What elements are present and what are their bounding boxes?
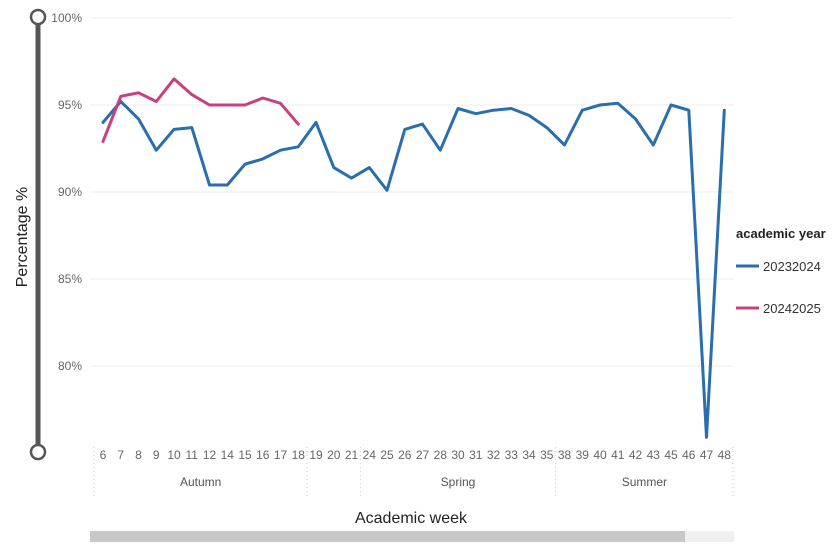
legend-title: academic year	[736, 226, 826, 241]
x-tick-label: 19	[309, 448, 323, 462]
y-zoom-handle-bottom[interactable]	[29, 443, 47, 461]
x-tick-label: 41	[611, 448, 625, 462]
section-label: Autumn	[180, 475, 221, 489]
x-tick-label: 48	[718, 448, 732, 462]
x-tick-label: 42	[629, 448, 643, 462]
x-tick-label: 33	[505, 448, 519, 462]
x-tick-label: 12	[203, 448, 217, 462]
x-tick-label: 21	[345, 448, 359, 462]
x-tick-label: 25	[380, 448, 394, 462]
series-lines	[101, 77, 726, 439]
y-tick-label: 85%	[58, 272, 82, 286]
x-scrollbar-thumb[interactable]	[90, 531, 685, 542]
x-tick-label: 32	[487, 448, 501, 462]
legend: academic year 20232024 20242025	[736, 226, 826, 316]
x-tick-label: 46	[682, 448, 696, 462]
y-tick-label: 90%	[58, 185, 82, 199]
x-tick-label: 38	[558, 448, 572, 462]
x-tick-label: 45	[664, 448, 678, 462]
x-tick-label: 16	[256, 448, 270, 462]
legend-item-20242025: 20242025	[763, 301, 821, 316]
x-tick-label: 35	[540, 448, 554, 462]
x-tick-label: 15	[238, 448, 252, 462]
x-axis-title: Academic week	[355, 510, 468, 527]
x-tick-label: 11	[186, 448, 199, 462]
y-tick-label: 80%	[58, 359, 82, 373]
y-tick-label: 100%	[51, 11, 82, 25]
x-tick-label: 24	[363, 448, 377, 462]
series-line-20232024	[101, 100, 726, 439]
x-tick-label: 27	[416, 448, 430, 462]
x-tick-label: 47	[700, 448, 714, 462]
y-zoom-slider[interactable]	[29, 8, 47, 461]
x-tick-label: 43	[647, 448, 661, 462]
y-tick-label: 95%	[58, 98, 82, 112]
section-label: Summer	[622, 475, 667, 489]
x-tick-label: 10	[167, 448, 181, 462]
x-tick-label: 39	[576, 448, 590, 462]
y-zoom-handle-top[interactable]	[29, 8, 47, 26]
x-tick-label: 17	[274, 448, 288, 462]
x-tick-label: 40	[593, 448, 607, 462]
x-tick-label: 20	[327, 448, 341, 462]
x-tick-label: 30	[451, 448, 465, 462]
x-tick-label: 18	[292, 448, 306, 462]
x-tick-label: 7	[117, 448, 124, 462]
x-axis-sections: Autumn Spring Summer	[93, 447, 734, 497]
series-line-20242025	[101, 77, 300, 143]
section-label: Spring	[441, 475, 476, 489]
y-axis-ticks: 100% 95% 90% 85% 80%	[51, 11, 82, 373]
x-tick-label: 6	[100, 448, 107, 462]
x-scrollbar[interactable]	[90, 531, 734, 542]
x-axis-ticks: 6 7 8 9 10 11 12 14 15 16 17 18 19 20 21 24 25 26 27 28 30 31…	[100, 448, 732, 462]
y-axis-title: Percentage %	[14, 187, 31, 288]
x-tick-label: 9	[153, 448, 160, 462]
legend-item-20232024: 20232024	[763, 259, 821, 274]
x-tick-label: 31	[469, 448, 483, 462]
x-tick-label: 8	[135, 448, 142, 462]
x-tick-label: 34	[522, 448, 536, 462]
x-tick-label: 28	[434, 448, 448, 462]
gridlines	[90, 17, 734, 367]
x-tick-label: 26	[398, 448, 412, 462]
x-tick-label: 14	[221, 448, 235, 462]
